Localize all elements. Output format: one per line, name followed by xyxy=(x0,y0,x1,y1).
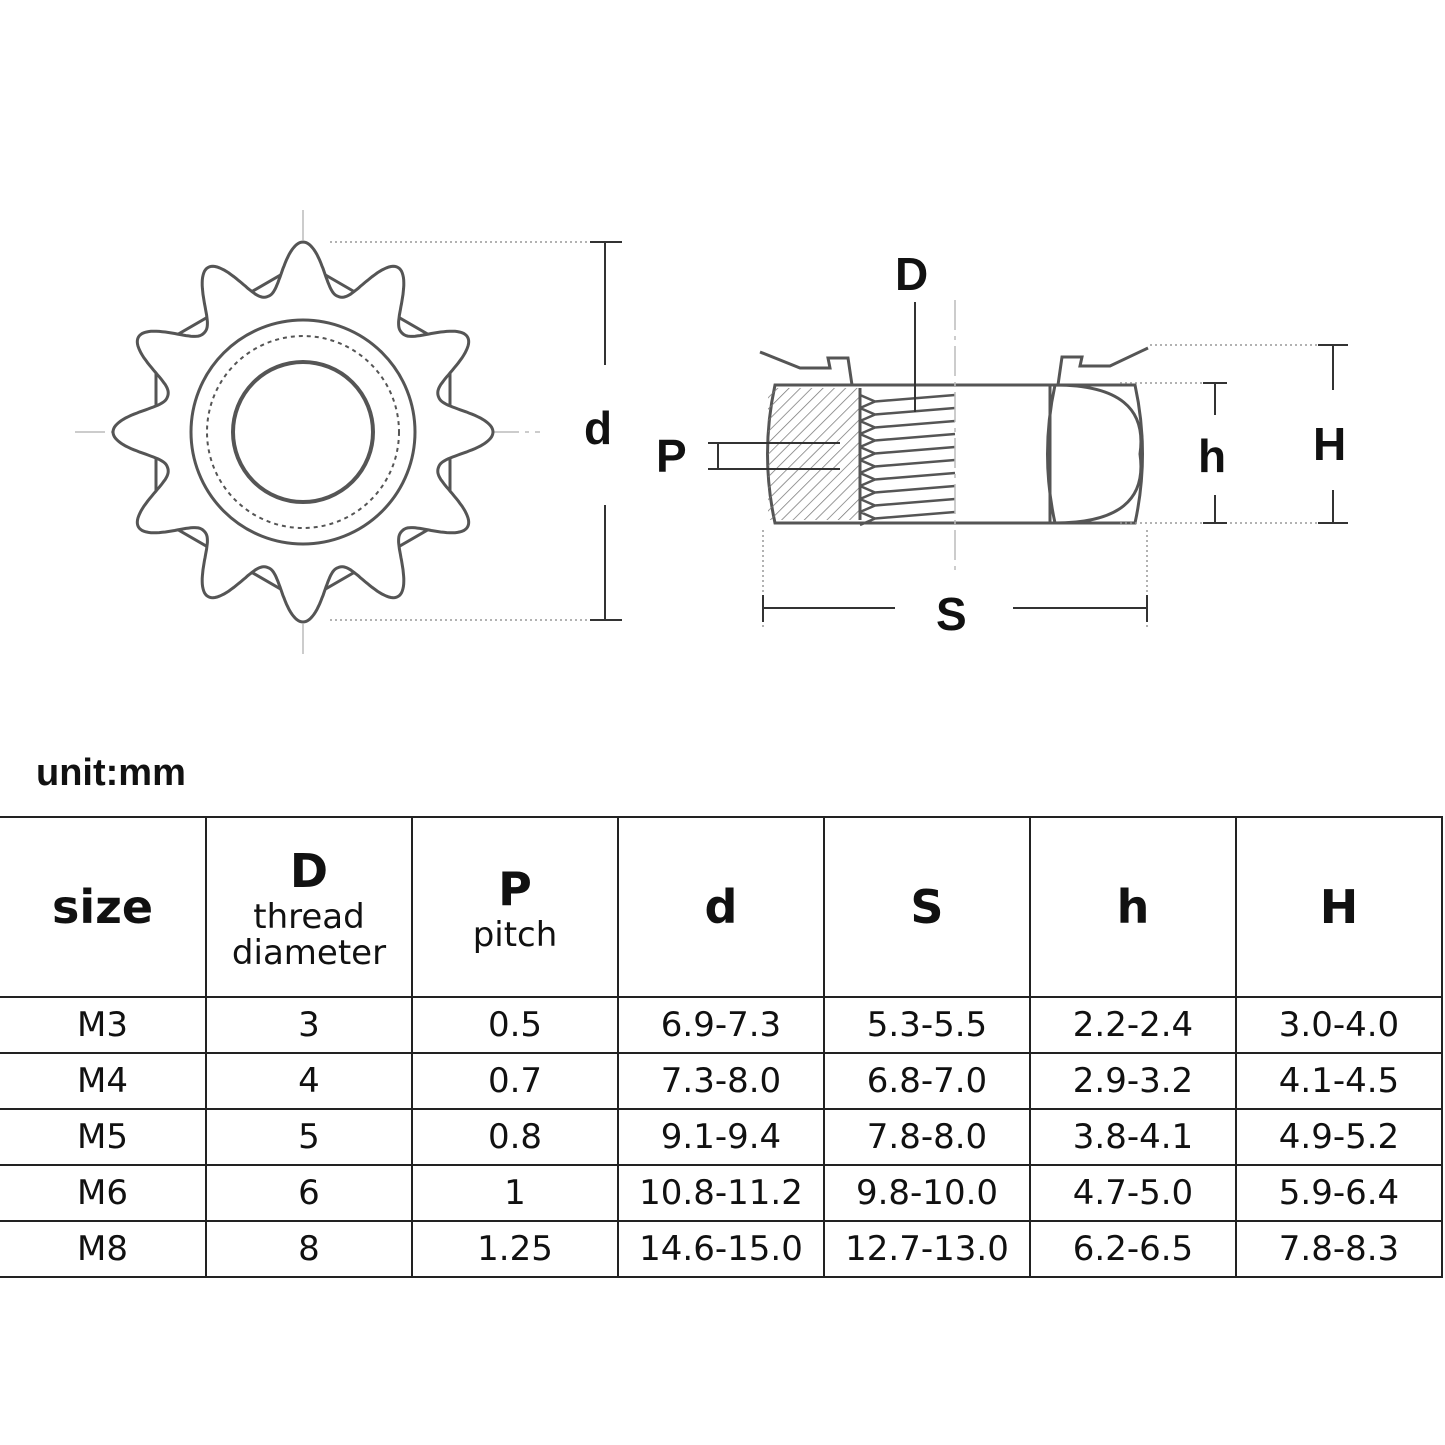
header-symbol: S xyxy=(910,880,944,934)
table-cell: 7.3-8.0 xyxy=(617,1052,825,1110)
table-cell: 0.7 xyxy=(411,1052,619,1110)
column-header: size xyxy=(0,816,207,998)
table-cell: 9.1-9.4 xyxy=(617,1108,825,1166)
front-view xyxy=(75,210,622,660)
label-P: P xyxy=(656,430,687,482)
table-cell: 5.3-5.5 xyxy=(823,996,1031,1054)
table-cell: 1 xyxy=(411,1164,619,1222)
label-D: D xyxy=(895,248,928,300)
table-cell: M4 xyxy=(0,1052,207,1110)
table-cell: 5 xyxy=(205,1108,413,1166)
label-h: h xyxy=(1198,430,1226,482)
table-cell: 6.2-6.5 xyxy=(1029,1220,1237,1278)
table-cell: 6.8-7.0 xyxy=(823,1052,1031,1110)
unit-label: unit:mm xyxy=(36,752,186,794)
table-cell: 7.8-8.3 xyxy=(1235,1220,1443,1278)
label-S: S xyxy=(936,588,967,640)
table-cell: M3 xyxy=(0,996,207,1054)
serrated-flange xyxy=(111,240,495,624)
table-cell: 10.8-11.2 xyxy=(617,1164,825,1222)
nut-dimension-drawing: d D P h xyxy=(75,210,1348,660)
table-cell: 4 xyxy=(205,1052,413,1110)
table-row: M5 5 0.8 9.1-9.4 7.8-8.0 3.8-4.1 4.9-5.2 xyxy=(0,1108,1443,1166)
table-cell: 1.25 xyxy=(411,1220,619,1278)
header-description: pitch xyxy=(472,915,558,955)
header-symbol: d xyxy=(704,880,738,934)
table-cell: 3.0-4.0 xyxy=(1235,996,1443,1054)
table-cell: 0.5 xyxy=(411,996,619,1054)
table-cell: 0.8 xyxy=(411,1108,619,1166)
table-cell: M6 xyxy=(0,1164,207,1222)
table-cell: 2.9-3.2 xyxy=(1029,1052,1237,1110)
table-cell: 3 xyxy=(205,996,413,1054)
table-row: M4 4 0.7 7.3-8.0 6.8-7.0 2.9-3.2 4.1-4.5 xyxy=(0,1052,1443,1110)
label-d: d xyxy=(584,402,612,454)
table-cell: 9.8-10.0 xyxy=(823,1164,1031,1222)
table-cell: M5 xyxy=(0,1108,207,1166)
header-symbol: H xyxy=(1319,880,1359,934)
column-header: H xyxy=(1235,816,1443,998)
header-description: thread xyxy=(253,897,365,937)
table-cell: 8 xyxy=(205,1220,413,1278)
column-header: h xyxy=(1029,816,1237,998)
table-cell: 4.1-4.5 xyxy=(1235,1052,1443,1110)
column-header: S xyxy=(823,816,1031,998)
table-row: M8 8 1.25 14.6-15.0 12.7-13.0 6.2-6.5 7.8-8.3 xyxy=(0,1220,1443,1278)
label-H: H xyxy=(1313,418,1346,470)
table-cell: 6.9-7.3 xyxy=(617,996,825,1054)
table-cell: 4.9-5.2 xyxy=(1235,1108,1443,1166)
table-cell: 4.7-5.0 xyxy=(1029,1164,1237,1222)
table-row: M6 6 1 10.8-11.2 9.8-10.0 4.7-5.0 5.9-6.4 xyxy=(0,1164,1443,1222)
table-cell: 2.2-2.4 xyxy=(1029,996,1237,1054)
header-description: diameter xyxy=(231,933,387,973)
table-cell: 12.7-13.0 xyxy=(823,1220,1031,1278)
table-row: M3 3 0.5 6.9-7.3 5.3-5.5 2.2-2.4 3.0-4.0 xyxy=(0,996,1443,1054)
table-cell: 3.8-4.1 xyxy=(1029,1108,1237,1166)
header-symbol: D xyxy=(289,844,329,898)
table-cell: 5.9-6.4 xyxy=(1235,1164,1443,1222)
header-symbol: P xyxy=(498,862,532,916)
header-symbol: h xyxy=(1116,880,1150,934)
table-cell: 6 xyxy=(205,1164,413,1222)
table-cell: M8 xyxy=(0,1220,207,1278)
table-cell: 7.8-8.0 xyxy=(823,1108,1031,1166)
header-symbol: size xyxy=(51,880,154,934)
side-view xyxy=(708,300,1348,628)
column-header: d xyxy=(617,816,825,998)
table-cell: 14.6-15.0 xyxy=(617,1220,825,1278)
